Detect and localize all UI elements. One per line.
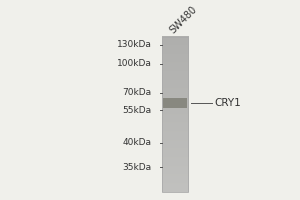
Text: 130kDa: 130kDa [117,40,152,49]
Text: 40kDa: 40kDa [122,138,152,147]
Text: 70kDa: 70kDa [122,88,152,97]
Bar [162,37,188,192]
Bar [163,98,187,108]
Text: 100kDa: 100kDa [117,59,152,68]
Text: 35kDa: 35kDa [122,163,152,172]
Text: SW480: SW480 [168,4,199,35]
Text: CRY1: CRY1 [215,98,242,108]
Text: 55kDa: 55kDa [122,106,152,115]
